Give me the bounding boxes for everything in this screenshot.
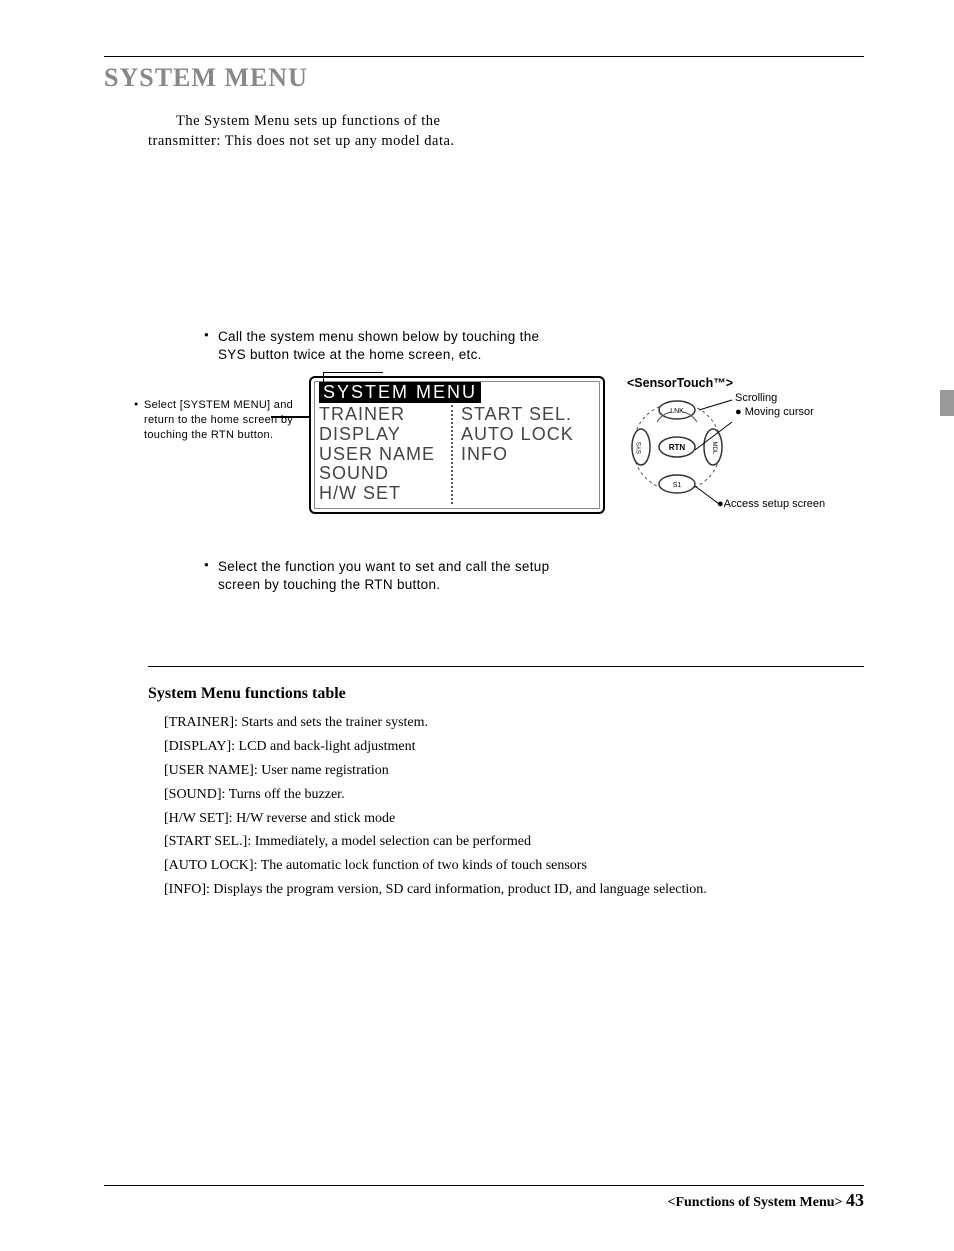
- instruction-2: Select the function you want to set and …: [204, 558, 564, 594]
- top-rule: [104, 56, 864, 57]
- footer-section: <Functions of System Menu>: [667, 1195, 842, 1210]
- intro-paragraph: The System Menu sets up functions of the…: [148, 111, 508, 152]
- sensortouch-diagram: LNK SYS MDL S1 RTN: [627, 392, 852, 512]
- lcd-item: DISPLAY: [319, 425, 451, 445]
- function-item: [DISPLAY]: LCD and back-light adjustment: [164, 735, 864, 759]
- lcd-item: USER NAME: [319, 445, 451, 465]
- footer-text: <Functions of System Menu> 43: [104, 1190, 864, 1211]
- function-item: [INFO]: Displays the program version, SD…: [164, 878, 864, 902]
- lcd-item: TRAINER: [319, 405, 451, 425]
- callout-left: Select [SYSTEM MENU] and return to the h…: [134, 376, 309, 443]
- page-footer: <Functions of System Menu> 43: [104, 1185, 864, 1211]
- lcd-item: START SEL.: [461, 405, 595, 425]
- function-item: [SOUND]: Turns off the buzzer.: [164, 783, 864, 807]
- label-scrolling: Scrolling: [735, 392, 777, 405]
- lcd-item: INFO: [461, 445, 595, 465]
- lcd-item: SOUND: [319, 464, 451, 484]
- label-moving-cursor: ● Moving cursor: [735, 406, 814, 419]
- functions-list: [TRAINER]: Starts and sets the trainer s…: [164, 711, 864, 901]
- lcd-column-2: START SEL. AUTO LOCK INFO: [457, 405, 595, 504]
- lcd-column-1: TRAINER DISPLAY USER NAME SOUND H/W SET: [319, 405, 451, 504]
- sys-label: SYS: [637, 442, 643, 454]
- functions-subhead: System Menu functions table: [148, 685, 864, 703]
- page-title: SYSTEM MENU: [104, 63, 864, 93]
- instruction-1-text: Call the system menu shown below by touc…: [204, 328, 564, 364]
- mid-rule: [148, 666, 864, 667]
- function-item: [AUTO LOCK]: The automatic lock function…: [164, 854, 864, 878]
- diagram-row: Select [SYSTEM MENU] and return to the h…: [134, 376, 864, 514]
- page-number: 43: [846, 1190, 864, 1210]
- sensortouch-svg: LNK SYS MDL S1 RTN: [627, 392, 747, 507]
- sensortouch-title: <SensorTouch™>: [627, 376, 852, 390]
- lcd-body: TRAINER DISPLAY USER NAME SOUND H/W SET …: [319, 405, 595, 504]
- s1-label: S1: [673, 482, 682, 489]
- instruction-1: Call the system menu shown below by touc…: [204, 328, 564, 364]
- label-access-setup: ●Access setup screen: [717, 498, 825, 511]
- mdl-label: MDL: [711, 442, 717, 455]
- function-item: [START SEL.]: Immediately, a model selec…: [164, 830, 864, 854]
- rtn-label: RTN: [669, 443, 686, 452]
- instruction-2-text: Select the function you want to set and …: [204, 558, 564, 594]
- lcd-item: AUTO LOCK: [461, 425, 595, 445]
- lcd-item: H/W SET: [319, 484, 451, 504]
- lcd-screen: SYSTEM MENU TRAINER DISPLAY USER NAME SO…: [309, 376, 605, 514]
- function-item: [H/W SET]: H/W reverse and stick mode: [164, 807, 864, 831]
- page-container: SYSTEM MENU The System Menu sets up func…: [0, 0, 954, 1251]
- function-item: [TRAINER]: Starts and sets the trainer s…: [164, 711, 864, 735]
- lcd-left-connector: [271, 416, 311, 418]
- lcd-callout-connector: [323, 372, 383, 390]
- lnk-label: LNK: [670, 408, 684, 415]
- sensortouch-block: <SensorTouch™> LNK SYS MDL S1 RTN: [627, 376, 852, 512]
- lcd-divider: [451, 405, 453, 504]
- footer-rule: [104, 1185, 864, 1186]
- function-item: [USER NAME]: User name registration: [164, 759, 864, 783]
